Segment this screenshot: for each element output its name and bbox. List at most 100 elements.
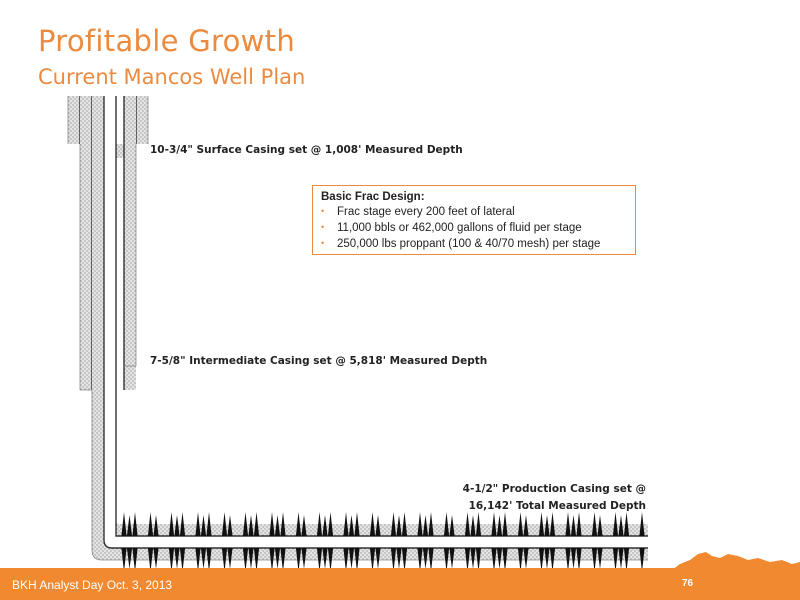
frac-spike [280, 548, 286, 572]
frac-spike [623, 548, 630, 572]
frac-spike [517, 512, 524, 536]
frac-spike [544, 548, 550, 569]
frac-spike [274, 515, 281, 536]
frac-spike [322, 548, 328, 569]
frac-spike [248, 548, 254, 569]
frac-spike [242, 512, 249, 536]
frac-spike [348, 515, 355, 536]
frac-spike [570, 515, 577, 536]
frac-spike [227, 515, 233, 536]
frac-spike [121, 512, 127, 536]
frac-spike [544, 515, 550, 536]
frac-spike [496, 515, 503, 536]
frac-spike [618, 548, 624, 569]
frac-spike [618, 515, 624, 536]
footer-bar [0, 568, 800, 600]
frac-spike [570, 548, 577, 569]
frac-spike [253, 512, 260, 536]
frac-spike [227, 548, 233, 569]
frac-spike [121, 548, 127, 572]
frac-spike [390, 512, 397, 536]
frac-spike [174, 548, 180, 569]
frac-spike [443, 512, 450, 536]
frac-design-item-text: 11,000 bbls or 462,000 gallons of fluid … [337, 222, 582, 234]
page-number: 76 [682, 578, 694, 589]
frac-spike [179, 512, 186, 536]
frac-design-item: • 11,000 bbls or 462,000 gallons of fluid… [321, 220, 627, 236]
frac-spike [153, 515, 159, 536]
frac-spike [327, 512, 334, 536]
frac-stages [121, 512, 645, 572]
frac-spike [248, 515, 254, 536]
landscape-silhouette [672, 552, 800, 570]
frac-spike [464, 512, 471, 536]
frac-spike [200, 548, 207, 569]
frac-spike [242, 548, 249, 572]
frac-spike [597, 548, 603, 569]
frac-spike [343, 548, 349, 572]
frac-spike [200, 515, 207, 536]
frac-spike [354, 548, 360, 572]
frac-spike [195, 548, 201, 572]
frac-spike [475, 548, 482, 572]
frac-spike [369, 512, 376, 536]
frac-spike [475, 512, 482, 536]
frac-spike [390, 548, 397, 572]
frac-spike [538, 548, 545, 572]
frac-design-title: Basic Frac Design: [321, 191, 425, 203]
frac-spike [354, 512, 360, 536]
frac-spike [126, 548, 133, 569]
frac-spike [591, 548, 598, 572]
frac-spike [623, 512, 630, 536]
frac-spike [417, 548, 423, 572]
frac-spike [470, 515, 476, 536]
frac-spike [206, 548, 212, 572]
frac-spike [327, 548, 334, 572]
frac-spike [301, 548, 307, 569]
frac-spike [517, 548, 524, 572]
frac-spike [491, 512, 497, 536]
intermediate-casing-label: 7-5/8" Intermediate Casing set @ 5,818' … [150, 355, 488, 367]
frac-spike [576, 512, 582, 536]
frac-spike [639, 512, 645, 536]
frac-spike [464, 548, 471, 572]
surface-casing-label: 10-3/4" Surface Casing set @ 1,008' Meas… [150, 144, 463, 156]
frac-spike [449, 548, 455, 569]
frac-design-item: • Frac stage every 200 feet of lateral [321, 204, 627, 220]
frac-spike [253, 548, 260, 572]
frac-spike [343, 512, 349, 536]
frac-spike [428, 512, 434, 536]
production-casing-label: 4-1/2" Production Casing set @ 16,142' T… [463, 481, 646, 515]
frac-spike [538, 512, 545, 536]
frac-spike [502, 548, 508, 572]
frac-spike [422, 548, 429, 569]
frac-spike [597, 515, 603, 536]
frac-spike [132, 548, 138, 572]
frac-spike [565, 548, 571, 572]
frac-spike [549, 512, 556, 536]
frac-spike [174, 515, 180, 536]
frac-design-item: • 250,000 lbs proppant (100 & 40/70 mesh)… [321, 236, 627, 252]
frac-spike [301, 515, 307, 536]
frac-spike [126, 515, 133, 536]
production-casing-label-line2: 16,142' Total Measured Depth [468, 500, 646, 512]
production-casing-label-line1: 4-1/2" Production Casing set @ [462, 483, 646, 495]
frac-spike [417, 512, 423, 536]
frac-spike [168, 512, 175, 536]
frac-spike [295, 512, 302, 536]
frac-spike [206, 512, 212, 536]
frac-spike [523, 515, 529, 536]
frac-spike [491, 548, 497, 572]
frac-spike [269, 512, 275, 536]
slide-subtitle: Current Mancos Well Plan [38, 65, 306, 89]
frac-spike [422, 515, 429, 536]
frac-spike [179, 548, 186, 572]
frac-spike [168, 548, 175, 572]
frac-spike [428, 548, 434, 572]
frac-spike [401, 512, 408, 536]
frac-spike [195, 512, 201, 536]
frac-spike [502, 512, 508, 536]
frac-spike [523, 548, 529, 569]
